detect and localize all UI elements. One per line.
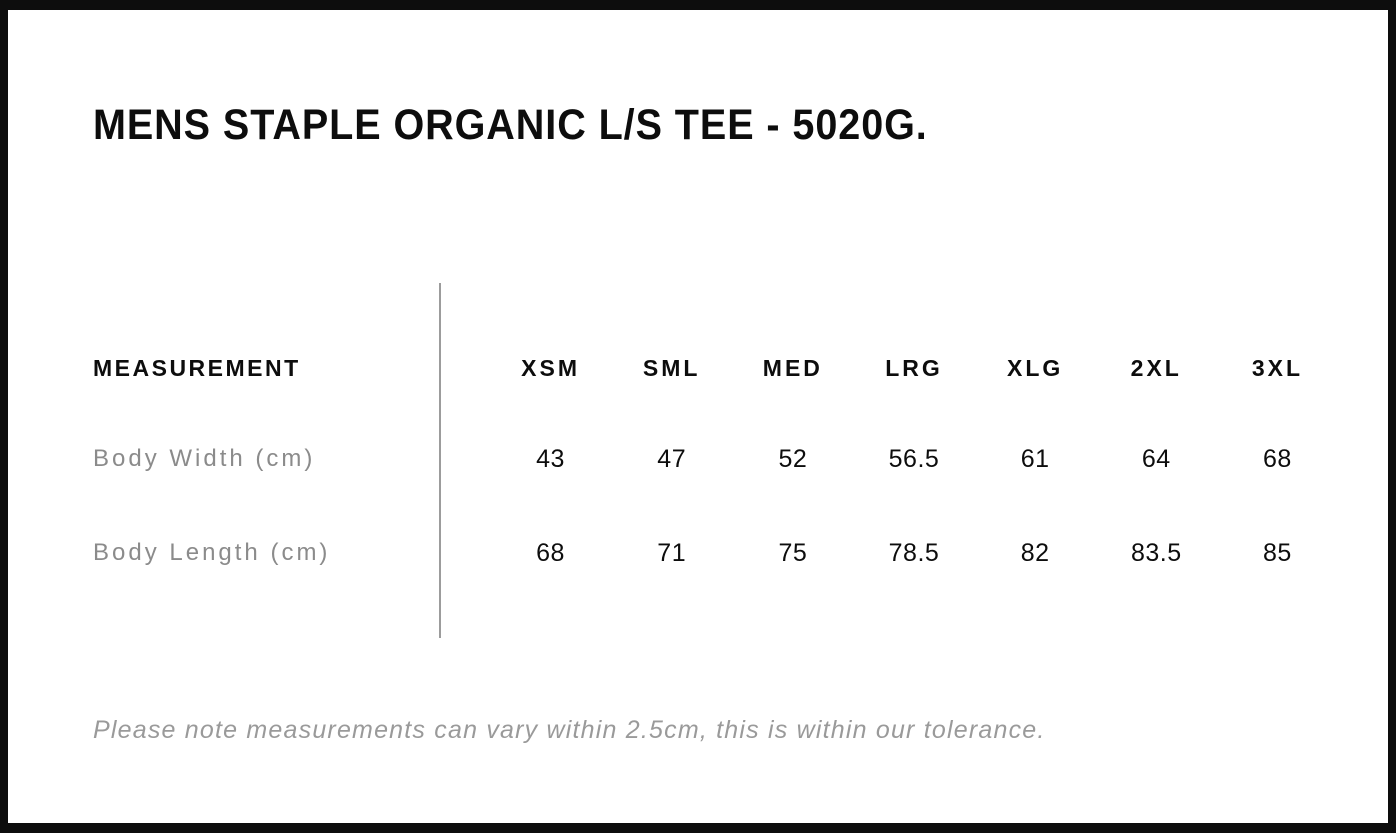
measurement-value-cell: 68 xyxy=(1263,445,1292,473)
measurement-value-cell: 85 xyxy=(1263,539,1292,567)
size-column-header-med: MED xyxy=(762,355,823,381)
body-length-values: 68 71 75 78.5 82 83.5 85 xyxy=(490,540,1338,566)
tolerance-note: Please note measurements can vary within… xyxy=(93,716,1046,744)
size-column-header-lrg: LRG xyxy=(885,355,943,381)
size-table-header-row: MEASUREMENT XSM SML MED LRG XLG 2XL 3XL xyxy=(93,355,1353,385)
measurement-value-cell: 83.5 xyxy=(1130,539,1182,567)
measurement-value-cell: 47 xyxy=(657,445,687,473)
body-width-values: 43 47 52 56.5 61 64 68 xyxy=(490,446,1338,472)
measurement-value-cell: 61 xyxy=(1020,445,1050,473)
size-column-header-2xl: 2XL xyxy=(1130,355,1182,381)
measurement-row-label: Body Length (cm) xyxy=(93,539,331,566)
measurement-value-cell: 52 xyxy=(778,445,808,473)
size-column-header-xlg: XLG xyxy=(1006,355,1064,381)
table-divider-line xyxy=(439,283,441,638)
product-title: MENS STAPLE ORGANIC L/S TEE - 5020G. xyxy=(93,101,928,149)
measurement-value-cell: 82 xyxy=(1020,539,1050,567)
table-row-body-length: Body Length (cm) 68 71 75 78.5 82 83.5 8… xyxy=(93,540,1353,570)
table-row-body-width: Body Width (cm) 43 47 52 56.5 61 64 68 xyxy=(93,446,1353,476)
size-column-header-3xl: 3XL xyxy=(1251,355,1303,381)
size-column-header-xsm: XSM xyxy=(521,355,580,381)
measurement-value-cell: 68 xyxy=(536,539,565,567)
measurement-value-cell: 64 xyxy=(1141,445,1171,473)
measurement-value-cell: 78.5 xyxy=(888,539,940,567)
size-column-header-sml: SML xyxy=(642,355,701,381)
measurement-row-label: Body Width (cm) xyxy=(93,445,316,472)
measurement-value-cell: 43 xyxy=(536,445,565,473)
measurement-value-cell: 71 xyxy=(657,539,687,567)
measurement-value-cell: 75 xyxy=(778,539,808,567)
measurement-value-cell: 56.5 xyxy=(888,445,940,473)
measurement-column-header: MEASUREMENT xyxy=(93,355,301,381)
size-header-columns: XSM SML MED LRG XLG 2XL 3XL xyxy=(490,355,1338,381)
